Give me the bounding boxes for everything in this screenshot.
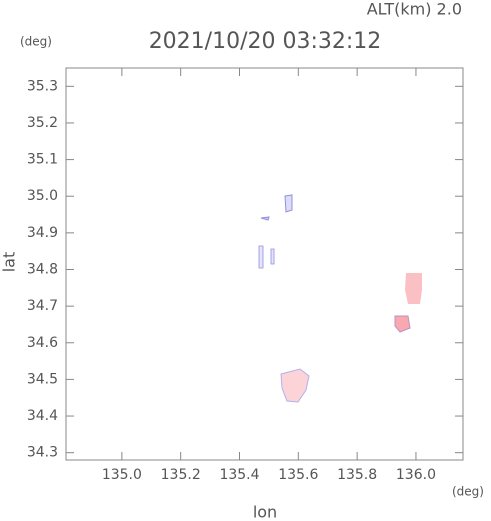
y-tick-label: 35.1 [27,152,58,168]
x-tick-label: 135.8 [337,467,377,483]
y-tick-label: 34.8 [27,261,58,277]
y-tick-label: 34.4 [27,408,58,424]
y-tick-label: 35.2 [27,115,58,131]
x-tick-label: 135.0 [102,467,142,483]
echo [394,315,411,333]
y-axis-label: lat [0,252,19,273]
subtitle: ALT(km) 2.0 [367,0,462,19]
y-unit: (deg) [20,35,52,49]
x-axis-label: lon [253,503,277,521]
y-tick-label: 34.6 [27,335,58,351]
y-tick-label: 35.3 [27,78,58,94]
echo [284,194,293,213]
y-tick-label: 35.0 [27,188,58,204]
chart-title: 2021/10/20 03:32:12 [149,29,382,54]
plot-frame [65,67,464,461]
y-tick-label: 34.3 [27,445,58,461]
y-tick-label: 34.7 [27,298,58,314]
echo [260,216,270,221]
x-unit: (deg) [452,485,484,499]
echo [280,368,310,403]
x-tick-label: 135.6 [278,467,318,483]
echo [270,248,275,265]
echo-area [258,194,422,403]
x-tick-label: 135.4 [219,467,259,483]
x-tick-label: 136.0 [396,467,436,483]
x-tick-label: 135.2 [161,467,201,483]
echo [258,245,264,269]
y-tick-label: 34.9 [27,225,58,241]
echo [405,273,422,304]
y-tick-label: 34.5 [27,371,58,387]
